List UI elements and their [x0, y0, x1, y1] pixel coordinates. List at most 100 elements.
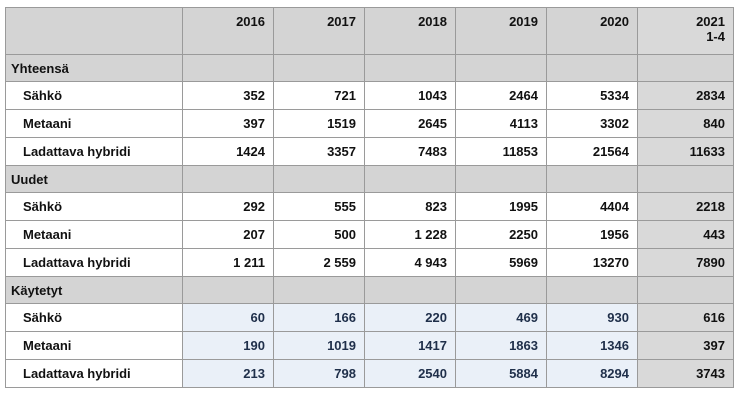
- table-body: 2016 2017 2018 2019 2020 2021 1-4 Yhteens…: [5, 7, 734, 388]
- value-cell: 21564: [546, 137, 638, 166]
- header-last-period: 1-4: [706, 29, 725, 44]
- value-cell: 220: [364, 303, 456, 332]
- value-cell: 500: [273, 220, 365, 249]
- value-cell-2021: 616: [637, 303, 734, 332]
- value-cell: 5884: [455, 359, 547, 388]
- table-row: Ladattava hybridi 1 211 2 559 4 943 5969 1327…: [5, 248, 734, 277]
- section-empty-cell: [364, 276, 456, 304]
- value-cell: 555: [273, 192, 365, 221]
- value-cell: 4404: [546, 192, 638, 221]
- value-cell: 1043: [364, 81, 456, 110]
- row-label: Metaani: [5, 109, 183, 138]
- value-cell: 292: [182, 192, 274, 221]
- section-row: Käytetyt: [5, 276, 734, 304]
- section-empty-cell: [637, 165, 734, 193]
- header-year-2018: 2018: [364, 7, 456, 55]
- section-empty-cell: [546, 276, 638, 304]
- table-row: Ladattava hybridi 213 798 2540 5884 8294 3743: [5, 359, 734, 388]
- header-row: 2016 2017 2018 2019 2020 2021 1-4: [5, 7, 734, 55]
- value-cell: 60: [182, 303, 274, 332]
- value-cell: 207: [182, 220, 274, 249]
- value-cell: 166: [273, 303, 365, 332]
- value-cell-2021: 2218: [637, 192, 734, 221]
- header-last-year: 2021: [696, 14, 725, 29]
- value-cell: 8294: [546, 359, 638, 388]
- value-cell: 1417: [364, 331, 456, 360]
- section-empty-cell: [273, 276, 365, 304]
- value-cell: 4 943: [364, 248, 456, 277]
- section-empty-cell: [546, 165, 638, 193]
- section-empty-cell: [182, 165, 274, 193]
- section-empty-cell: [182, 276, 274, 304]
- table-row: Sähkö 60 166 220 469 930 616: [5, 303, 734, 332]
- section-empty-cell: [364, 165, 456, 193]
- header-corner-cell: [5, 7, 183, 55]
- section-empty-cell: [455, 165, 547, 193]
- section-empty-cell: [273, 165, 365, 193]
- value-cell: 1 228: [364, 220, 456, 249]
- value-cell: 2464: [455, 81, 547, 110]
- value-cell: 5334: [546, 81, 638, 110]
- value-cell: 2250: [455, 220, 547, 249]
- section-row: Yhteensä: [5, 54, 734, 82]
- table-row: Metaani 397 1519 2645 4113 3302 840: [5, 109, 734, 138]
- row-label: Ladattava hybridi: [5, 359, 183, 388]
- statistics-table: 2016 2017 2018 2019 2020 2021 1-4 Yhteens…: [5, 7, 734, 388]
- value-cell: 1019: [273, 331, 365, 360]
- value-cell: 1 211: [182, 248, 274, 277]
- value-cell: 2 559: [273, 248, 365, 277]
- table-row: Ladattava hybridi 1424 3357 7483 11853 21564 1…: [5, 137, 734, 166]
- value-cell: 2645: [364, 109, 456, 138]
- value-cell: 213: [182, 359, 274, 388]
- header-year-2017: 2017: [273, 7, 365, 55]
- table-row: Sähkö 292 555 823 1995 4404 2218: [5, 192, 734, 221]
- value-cell: 2540: [364, 359, 456, 388]
- table-row: Metaani 190 1019 1417 1863 1346 397: [5, 331, 734, 360]
- section-empty-cell: [637, 276, 734, 304]
- row-label: Metaani: [5, 220, 183, 249]
- value-cell-2021: 3743: [637, 359, 734, 388]
- row-label: Sähkö: [5, 303, 183, 332]
- section-empty-cell: [364, 54, 456, 82]
- value-cell: 1863: [455, 331, 547, 360]
- section-empty-cell: [182, 54, 274, 82]
- value-cell: 1346: [546, 331, 638, 360]
- value-cell: 1424: [182, 137, 274, 166]
- table-row: Metaani 207 500 1 228 2250 1956 443: [5, 220, 734, 249]
- value-cell-2021: 11633: [637, 137, 734, 166]
- value-cell: 352: [182, 81, 274, 110]
- value-cell: 1519: [273, 109, 365, 138]
- header-year-2020: 2020: [546, 7, 638, 55]
- header-year-2021: 2021 1-4: [637, 7, 734, 55]
- section-empty-cell: [455, 276, 547, 304]
- value-cell: 3302: [546, 109, 638, 138]
- header-year-2016: 2016: [182, 7, 274, 55]
- value-cell: 1995: [455, 192, 547, 221]
- section-empty-cell: [546, 54, 638, 82]
- value-cell-2021: 443: [637, 220, 734, 249]
- value-cell: 7483: [364, 137, 456, 166]
- value-cell: 397: [182, 109, 274, 138]
- value-cell-2021: 840: [637, 109, 734, 138]
- section-empty-cell: [637, 54, 734, 82]
- section-empty-cell: [273, 54, 365, 82]
- value-cell: 798: [273, 359, 365, 388]
- row-label: Sähkö: [5, 192, 183, 221]
- value-cell: 823: [364, 192, 456, 221]
- header-year-2019: 2019: [455, 7, 547, 55]
- value-cell-2021: 7890: [637, 248, 734, 277]
- table-row: Sähkö 352 721 1043 2464 5334 2834: [5, 81, 734, 110]
- value-cell: 190: [182, 331, 274, 360]
- row-label: Ladattava hybridi: [5, 248, 183, 277]
- row-label: Sähkö: [5, 81, 183, 110]
- section-title: Yhteensä: [5, 54, 183, 82]
- row-label: Metaani: [5, 331, 183, 360]
- section-row: Uudet: [5, 165, 734, 193]
- value-cell-2021: 2834: [637, 81, 734, 110]
- value-cell: 469: [455, 303, 547, 332]
- value-cell: 930: [546, 303, 638, 332]
- section-empty-cell: [455, 54, 547, 82]
- value-cell: 11853: [455, 137, 547, 166]
- section-title: Käytetyt: [5, 276, 183, 304]
- value-cell: 1956: [546, 220, 638, 249]
